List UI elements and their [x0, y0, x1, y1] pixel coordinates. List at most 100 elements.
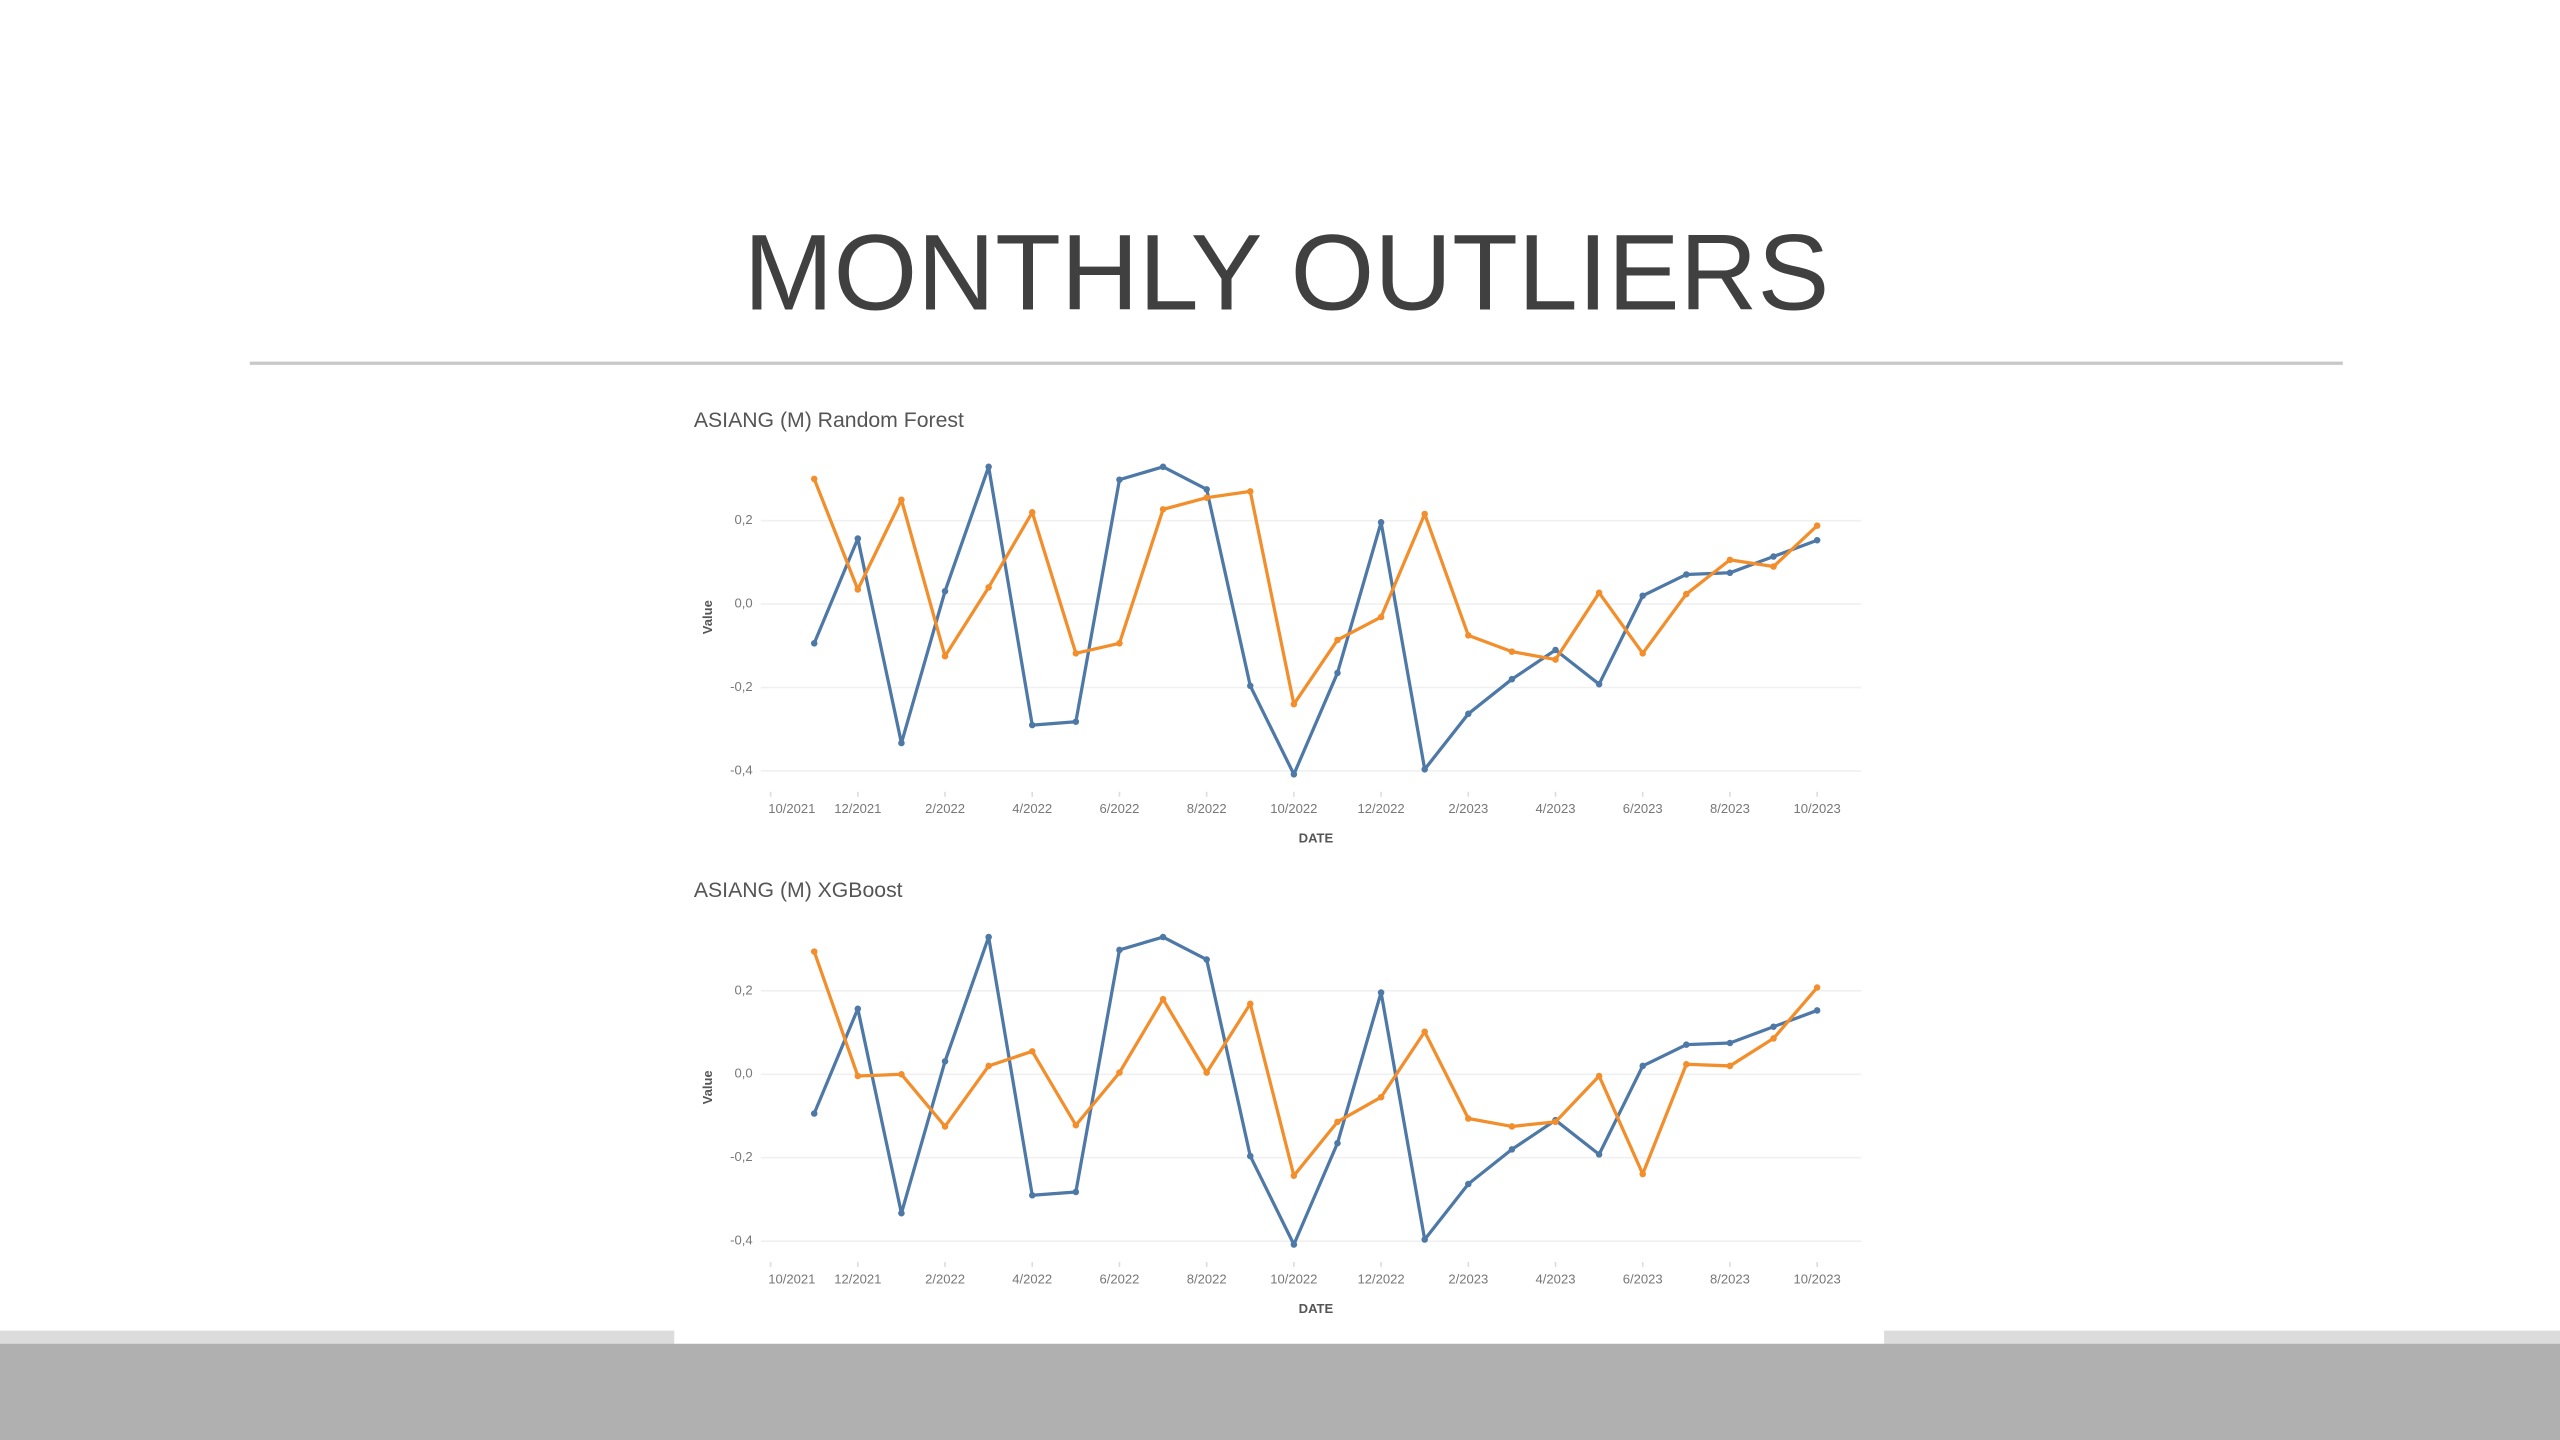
x-tick-label: 8/2023: [1710, 801, 1750, 816]
x-tick-label: 10/2022: [1270, 801, 1317, 816]
data-point: [1421, 510, 1428, 518]
data-point: [854, 586, 862, 593]
data-point: [1116, 1069, 1123, 1076]
data-point: [1683, 1041, 1690, 1048]
data-point: [1159, 995, 1167, 1003]
y-tick-label: -0,2: [730, 1149, 752, 1164]
data-point: [1116, 640, 1123, 647]
data-point: [1726, 569, 1734, 577]
x-tick-label: 4/2022: [1012, 801, 1052, 816]
data-point: [1377, 613, 1385, 621]
data-point: [1421, 1028, 1428, 1035]
data-point: [1552, 646, 1559, 654]
x-tick-label: 6/2022: [1100, 1271, 1140, 1286]
footer-bar: [0, 1343, 2560, 1440]
y-tick-label: -0,2: [730, 679, 752, 694]
data-point: [1377, 1093, 1385, 1101]
chart-title: ASIANG (M) Random Forest: [694, 409, 964, 432]
series-line: [812, 478, 1819, 706]
data-point: [1334, 1139, 1341, 1147]
data-point: [854, 1072, 862, 1080]
data-point: [1290, 700, 1298, 708]
data-point: [1465, 1115, 1472, 1122]
data-point: [1072, 650, 1080, 657]
y-tick-label: 0,2: [735, 512, 753, 527]
chart-panel: [674, 391, 1885, 1344]
x-tick-label: 10/2021: [768, 801, 815, 816]
series-line: [812, 951, 1819, 1178]
data-point: [941, 652, 949, 660]
data-point: [1813, 984, 1821, 991]
data-point: [1683, 1061, 1690, 1068]
data-point: [1421, 766, 1428, 773]
data-point: [941, 1058, 949, 1065]
x-tick-label: 10/2023: [1794, 1271, 1841, 1286]
y-tick-label: 0,2: [735, 982, 753, 997]
data-point: [1203, 956, 1210, 963]
data-point: [810, 1110, 818, 1117]
data-point: [1639, 592, 1646, 600]
data-point: [1726, 556, 1734, 564]
data-point: [1072, 718, 1080, 726]
data-point: [1726, 1062, 1734, 1070]
data-point: [1247, 682, 1254, 690]
data-point: [810, 640, 818, 647]
x-tick-label: 4/2022: [1012, 1271, 1052, 1286]
data-point: [1159, 463, 1167, 471]
data-point: [854, 1005, 862, 1013]
data-point: [898, 1209, 905, 1217]
data-point: [1377, 519, 1385, 526]
y-tick-label: 0,0: [735, 1066, 753, 1081]
series-line: [812, 935, 1818, 1247]
data-point: [1028, 721, 1036, 729]
x-axis-title: DATE: [1299, 831, 1334, 846]
data-point: [941, 587, 949, 595]
x-tick-label: 6/2023: [1623, 801, 1663, 816]
data-point: [1028, 509, 1036, 516]
x-tick-label: 4/2023: [1536, 1271, 1576, 1286]
data-point: [1159, 933, 1167, 941]
data-point: [985, 584, 992, 591]
data-point: [1203, 486, 1210, 493]
chart-title: ASIANG (M) XGBoost: [694, 879, 903, 902]
x-tick-label: 6/2023: [1623, 1271, 1663, 1286]
x-tick-label: 6/2022: [1100, 801, 1140, 816]
data-point: [1072, 1121, 1080, 1129]
x-tick-label: 12/2021: [834, 1271, 881, 1286]
data-point: [1813, 1007, 1821, 1014]
y-axis-title: Value: [700, 1070, 715, 1104]
data-point: [1290, 1172, 1298, 1179]
y-tick-label: -0,4: [730, 1233, 752, 1248]
data-point: [1290, 771, 1298, 778]
data-point: [1028, 1048, 1036, 1055]
data-point: [1552, 1118, 1559, 1126]
x-tick-label: 8/2022: [1187, 801, 1227, 816]
data-point: [1116, 476, 1123, 484]
data-point: [1203, 1069, 1210, 1076]
data-point: [1247, 1152, 1254, 1160]
x-tick-label: 8/2023: [1710, 1271, 1750, 1286]
data-point: [1770, 1035, 1777, 1042]
data-point: [985, 933, 992, 941]
data-point: [1421, 1236, 1428, 1243]
data-point: [1508, 648, 1516, 655]
x-tick-label: 10/2022: [1270, 1271, 1317, 1286]
data-point: [1159, 506, 1167, 513]
x-tick-label: 2/2023: [1448, 801, 1488, 816]
data-point: [1290, 1241, 1298, 1248]
data-point: [1203, 494, 1210, 501]
x-tick-label: 2/2022: [925, 801, 965, 816]
data-point: [1465, 710, 1472, 718]
data-point: [985, 1062, 992, 1070]
data-point: [854, 535, 862, 542]
y-tick-label: -0,4: [730, 762, 752, 777]
data-point: [1813, 522, 1821, 529]
data-point: [1813, 536, 1821, 544]
data-point: [898, 1071, 905, 1078]
data-point: [1770, 1023, 1777, 1030]
y-axis-title: Value: [700, 600, 715, 634]
data-point: [1726, 1039, 1734, 1047]
data-point: [1508, 1146, 1516, 1153]
